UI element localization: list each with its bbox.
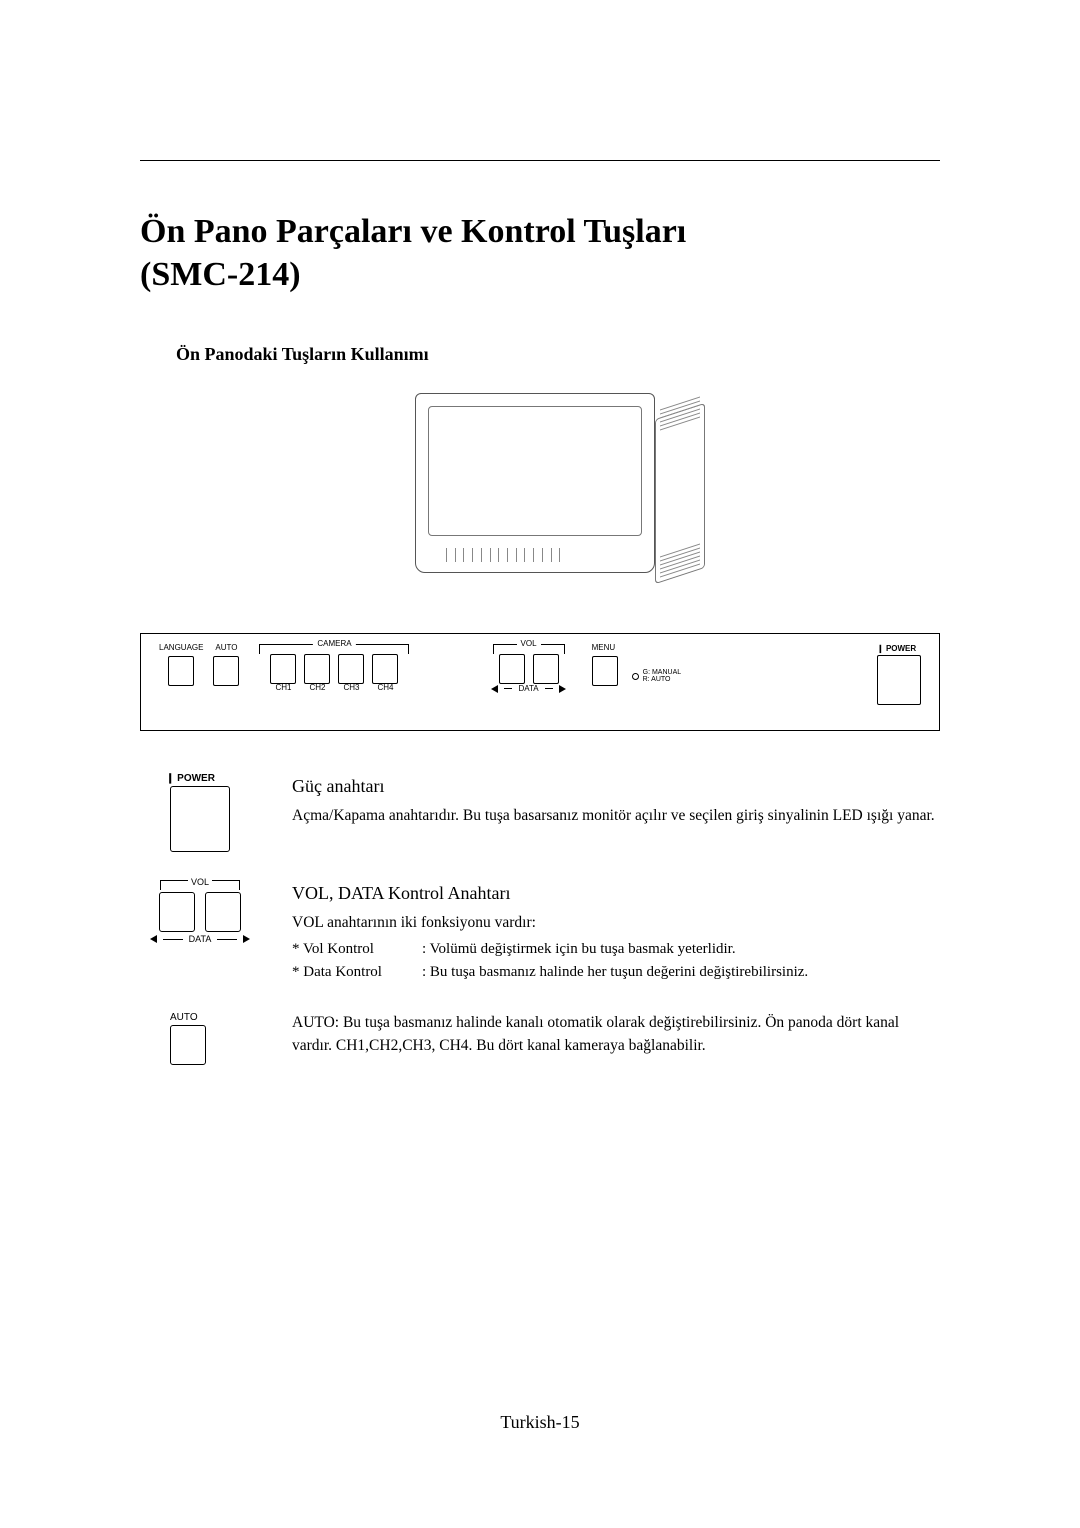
auto-button-icon: AUTO: [140, 1012, 260, 1065]
vol-item-2: * Data Kontrol : Bu tuşa basmanız halind…: [292, 962, 940, 984]
front-panel-diagram: LANGUAGE AUTO CAMERA CH1 CH2 CH3 CH4: [140, 633, 940, 731]
power-icon-label: POWER: [177, 773, 215, 784]
panel-language-button: LANGUAGE: [159, 644, 203, 720]
top-rule: [140, 160, 940, 161]
vol-heading: VOL, DATA Kontrol Anahtarı: [292, 880, 940, 906]
panel-data-label: DATA: [518, 684, 538, 693]
panel-power-label: POWER: [886, 644, 916, 653]
panel-vol-label: VOL: [517, 639, 541, 648]
auto-paragraph: AUTO: Bu tuşa basmanız halinde kanalı ot…: [292, 1012, 940, 1057]
page-footer: Turkish-15: [0, 1412, 1080, 1433]
vol-button-icon: DATA: [140, 880, 260, 944]
left-arrow-icon: [491, 685, 498, 693]
title-line-2: (SMC-214): [140, 256, 301, 293]
power-description-row: ❙ POWER Güç anahtarı Açma/Kapama anahtar…: [140, 773, 940, 852]
vol-item-1-key: * Vol Kontrol: [292, 939, 422, 961]
panel-menu-block: MENU G: MANUALR: AUTO: [592, 644, 682, 686]
panel-ch1-label: CH1: [275, 684, 291, 696]
panel-ch4-label: CH4: [377, 684, 393, 696]
vol-paragraph: VOL anahtarının iki fonksiyonu vardır:: [292, 912, 940, 934]
vol-item-2-value: : Bu tuşa basmanız halinde her tuşun değ…: [422, 962, 940, 984]
power-button-icon: ❙ POWER: [140, 773, 260, 852]
panel-led-auto-label: R: AUTO: [643, 676, 682, 683]
panel-power-block: ❙ POWER: [877, 644, 921, 705]
title-line-1: Ön Pano Parçaları ve Kontrol Tuşları: [140, 213, 686, 250]
panel-camera-label: CAMERA: [313, 639, 355, 648]
power-paragraph: Açma/Kapama anahtarıdır. Bu tuşa basarsa…: [292, 805, 940, 827]
panel-led-manual-label: G: MANUAL: [643, 669, 682, 676]
right-arrow-icon: [243, 935, 250, 943]
section-subtitle: Ön Panodaki Tuşların Kullanımı: [176, 344, 940, 365]
panel-camera-group: CAMERA CH1 CH2 CH3 CH4: [259, 644, 409, 696]
panel-auto-button: AUTO: [213, 644, 239, 720]
panel-ch3-label: CH3: [343, 684, 359, 696]
auto-icon-label: AUTO: [170, 1012, 198, 1023]
right-arrow-icon: [559, 685, 566, 693]
panel-vol-group: VOL DATA: [491, 644, 565, 693]
vol-icon-top-label: [160, 880, 240, 890]
panel-ch2-label: CH2: [309, 684, 325, 696]
vol-description-row: DATA VOL, DATA Kontrol Anahtarı VOL anah…: [140, 880, 940, 984]
auto-description-row: AUTO AUTO: Bu tuşa basmanız halinde kana…: [140, 1012, 940, 1065]
vol-item-1: * Vol Kontrol : Volümü değiştirmek için …: [292, 939, 940, 961]
page-title: Ön Pano Parçaları ve Kontrol Tuşları (SM…: [140, 211, 940, 296]
vol-icon-bottom-label: DATA: [189, 934, 212, 944]
panel-language-label: LANGUAGE: [159, 644, 203, 656]
left-arrow-icon: [150, 935, 157, 943]
monitor-illustration: [365, 383, 715, 623]
led-icon: [632, 673, 639, 680]
panel-menu-label: MENU: [592, 644, 616, 656]
vol-item-1-value: : Volümü değiştirmek için bu tuşa basmak…: [422, 939, 940, 961]
power-heading: Güç anahtarı: [292, 773, 940, 799]
panel-auto-label: AUTO: [215, 644, 237, 656]
vol-item-2-key: * Data Kontrol: [292, 962, 422, 984]
